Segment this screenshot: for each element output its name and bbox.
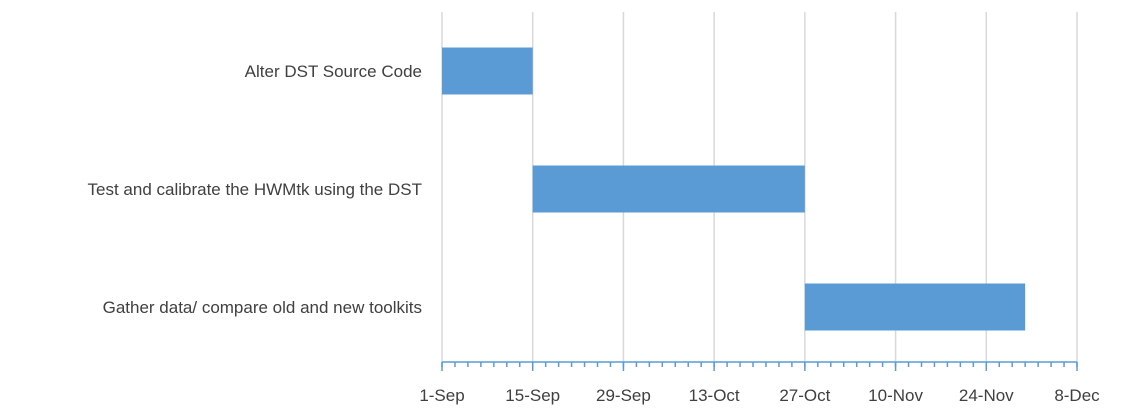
x-tick-label-2: 15-Sep <box>505 386 560 405</box>
x-tick-label-3: 29-Sep <box>596 386 651 405</box>
x-tick-label-8: 8-Dec <box>1054 386 1100 405</box>
x-axis: 1-Sep 15-Sep 29-Sep 13-Oct 27-Oct 10-Nov 24-No… <box>419 361 1100 405</box>
task-bars <box>442 47 1026 331</box>
x-tick-label-6: 10-Nov <box>868 386 923 405</box>
task-bar-2 <box>532 165 805 213</box>
task-bar-1 <box>442 47 533 95</box>
task-label-1: Alter DST Source Code <box>245 62 422 81</box>
task-label-2: Test and calibrate the HWMtk using the D… <box>88 180 422 199</box>
x-tick-label-5: 27-Oct <box>779 386 830 405</box>
task-bar-3 <box>804 283 1026 331</box>
task-labels: Alter DST Source Code Test and calibrate … <box>88 62 422 317</box>
x-tick-label-1: 1-Sep <box>419 386 464 405</box>
x-tick-label-7: 24-Nov <box>959 386 1014 405</box>
x-tick-label-4: 13-Oct <box>689 386 740 405</box>
task-label-3: Gather data/ compare old and new toolkit… <box>103 298 422 317</box>
